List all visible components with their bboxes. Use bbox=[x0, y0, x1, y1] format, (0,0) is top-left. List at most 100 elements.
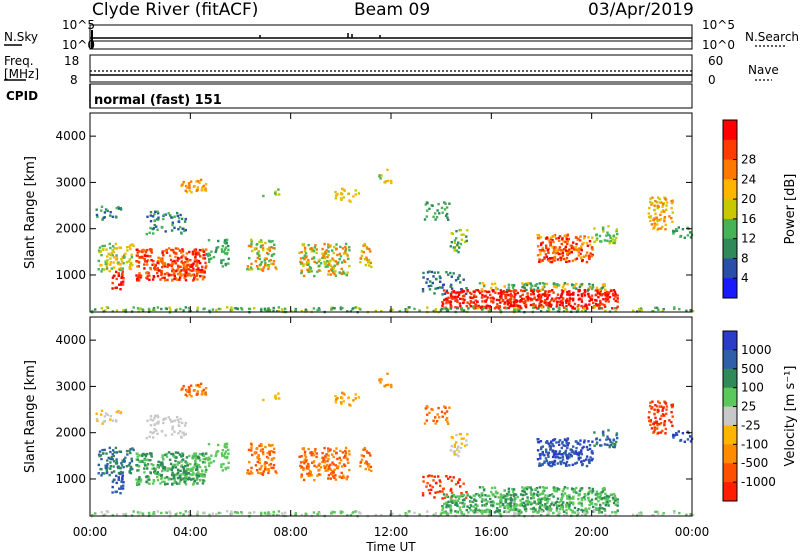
data-cell bbox=[362, 244, 365, 247]
data-cell bbox=[580, 249, 583, 252]
data-cell bbox=[577, 249, 580, 252]
data-cell bbox=[558, 507, 562, 511]
data-cell bbox=[180, 478, 183, 481]
data-cell bbox=[562, 514, 566, 517]
data-cell bbox=[575, 282, 578, 286]
data-cell bbox=[223, 241, 226, 244]
data-cell bbox=[300, 513, 304, 517]
data-cell bbox=[541, 492, 544, 495]
data-cell bbox=[508, 493, 511, 496]
data-cell bbox=[344, 249, 347, 252]
data-cell bbox=[450, 241, 453, 244]
data-cell bbox=[560, 497, 563, 500]
data-cell bbox=[162, 261, 165, 265]
data-cell bbox=[274, 470, 277, 473]
data-cell bbox=[688, 435, 692, 438]
data-cell bbox=[270, 450, 273, 453]
data-cell bbox=[359, 512, 362, 515]
data-cell bbox=[557, 248, 560, 251]
data-cell bbox=[595, 238, 598, 242]
data-cell bbox=[178, 453, 182, 456]
data-cell bbox=[570, 246, 574, 250]
data-cell bbox=[135, 464, 138, 467]
data-cell bbox=[465, 491, 468, 494]
data-cell bbox=[348, 450, 351, 453]
data-cell bbox=[165, 271, 169, 275]
data-cell bbox=[607, 437, 610, 440]
date-title: 03/Apr/2019 bbox=[588, 0, 694, 20]
data-cell bbox=[595, 490, 599, 493]
data-cell bbox=[444, 501, 448, 505]
data-cell bbox=[575, 461, 579, 464]
data-cell bbox=[556, 504, 559, 508]
data-cell bbox=[658, 197, 661, 201]
data-cell bbox=[107, 456, 110, 460]
data-cell bbox=[222, 250, 226, 253]
data-cell bbox=[652, 218, 655, 221]
data-cell bbox=[221, 449, 224, 452]
data-cell bbox=[556, 293, 560, 296]
data-cell bbox=[482, 285, 486, 288]
data-cell bbox=[486, 296, 489, 299]
data-cell bbox=[539, 236, 543, 239]
data-cell bbox=[432, 275, 435, 278]
data-cell bbox=[167, 451, 171, 454]
data-cell bbox=[595, 286, 599, 289]
data-cell bbox=[250, 444, 253, 447]
data-cell bbox=[561, 453, 564, 456]
data-cell bbox=[458, 495, 461, 498]
data-cell bbox=[602, 292, 605, 296]
data-cell bbox=[497, 292, 500, 295]
data-cell bbox=[559, 252, 562, 256]
data-cell bbox=[165, 511, 168, 515]
data-cell bbox=[587, 295, 591, 298]
data-cell bbox=[145, 260, 148, 263]
data-cell bbox=[124, 252, 127, 255]
data-cell bbox=[199, 474, 202, 478]
data-cell bbox=[653, 224, 657, 228]
data-cell bbox=[204, 183, 208, 186]
data-cell bbox=[122, 256, 125, 259]
data-cell bbox=[547, 251, 550, 254]
data-cell bbox=[605, 438, 608, 441]
data-cell bbox=[327, 273, 330, 276]
data-cell bbox=[583, 255, 586, 258]
data-cell bbox=[532, 288, 536, 291]
data-cell bbox=[354, 510, 357, 513]
data-cell bbox=[366, 258, 369, 262]
data-cell bbox=[109, 246, 112, 250]
data-cell bbox=[527, 282, 530, 285]
data-cell bbox=[226, 510, 229, 513]
data-cell bbox=[553, 259, 556, 262]
data-cell bbox=[195, 456, 198, 459]
data-cell bbox=[210, 257, 213, 260]
data-cell bbox=[548, 461, 552, 464]
data-cell bbox=[117, 274, 121, 277]
data-cell bbox=[497, 511, 501, 514]
data-cell bbox=[454, 483, 458, 486]
data-cell bbox=[604, 495, 607, 499]
data-cell bbox=[649, 419, 653, 422]
data-cell bbox=[649, 197, 652, 200]
data-cell bbox=[156, 306, 160, 309]
data-cell bbox=[544, 253, 548, 256]
data-cell bbox=[468, 507, 471, 510]
data-cell bbox=[552, 258, 555, 262]
data-cell bbox=[247, 244, 251, 248]
data-cell bbox=[554, 450, 558, 453]
data-cell bbox=[661, 203, 665, 206]
data-cell bbox=[272, 450, 275, 454]
data-cell bbox=[171, 425, 174, 428]
data-cell bbox=[195, 263, 198, 266]
data-cell bbox=[518, 504, 522, 507]
data-cell bbox=[95, 412, 98, 415]
data-cell bbox=[460, 238, 464, 241]
data-cell bbox=[115, 481, 118, 485]
data-cell bbox=[161, 276, 164, 279]
data-cell bbox=[493, 307, 497, 310]
data-cell bbox=[390, 383, 393, 387]
data-cell bbox=[595, 233, 598, 236]
data-cell bbox=[460, 288, 463, 291]
data-cell bbox=[609, 236, 612, 240]
data-cell bbox=[271, 444, 274, 447]
